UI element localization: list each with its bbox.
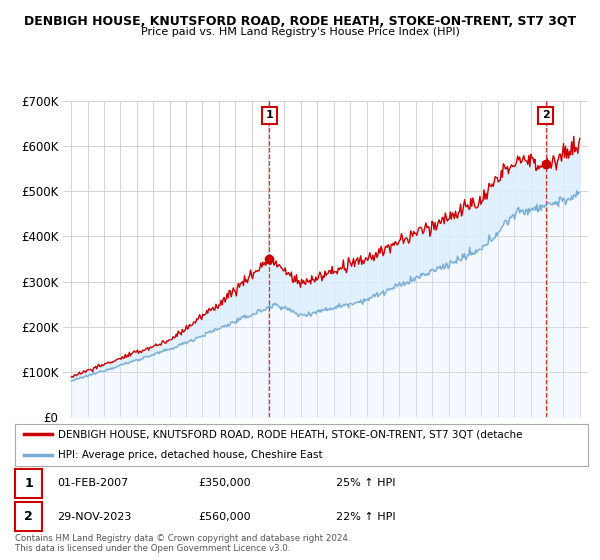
Text: 29-NOV-2023: 29-NOV-2023 [57, 512, 131, 522]
Text: 1: 1 [266, 110, 273, 120]
Text: Price paid vs. HM Land Registry's House Price Index (HPI): Price paid vs. HM Land Registry's House … [140, 27, 460, 37]
Text: £350,000: £350,000 [198, 478, 251, 488]
Text: HPI: Average price, detached house, Cheshire East: HPI: Average price, detached house, Ches… [58, 450, 323, 460]
Text: 1: 1 [24, 477, 33, 490]
Text: 2: 2 [24, 510, 33, 524]
Text: 01-FEB-2007: 01-FEB-2007 [57, 478, 128, 488]
Text: Contains HM Land Registry data © Crown copyright and database right 2024.
This d: Contains HM Land Registry data © Crown c… [15, 534, 350, 553]
Text: DENBIGH HOUSE, KNUTSFORD ROAD, RODE HEATH, STOKE-ON-TRENT, ST7 3QT (detache: DENBIGH HOUSE, KNUTSFORD ROAD, RODE HEAT… [58, 430, 523, 440]
Text: 22% ↑ HPI: 22% ↑ HPI [336, 512, 395, 522]
Text: 25% ↑ HPI: 25% ↑ HPI [336, 478, 395, 488]
Text: 2: 2 [542, 110, 550, 120]
Text: DENBIGH HOUSE, KNUTSFORD ROAD, RODE HEATH, STOKE-ON-TRENT, ST7 3QT: DENBIGH HOUSE, KNUTSFORD ROAD, RODE HEAT… [24, 15, 576, 27]
Text: £560,000: £560,000 [198, 512, 251, 522]
